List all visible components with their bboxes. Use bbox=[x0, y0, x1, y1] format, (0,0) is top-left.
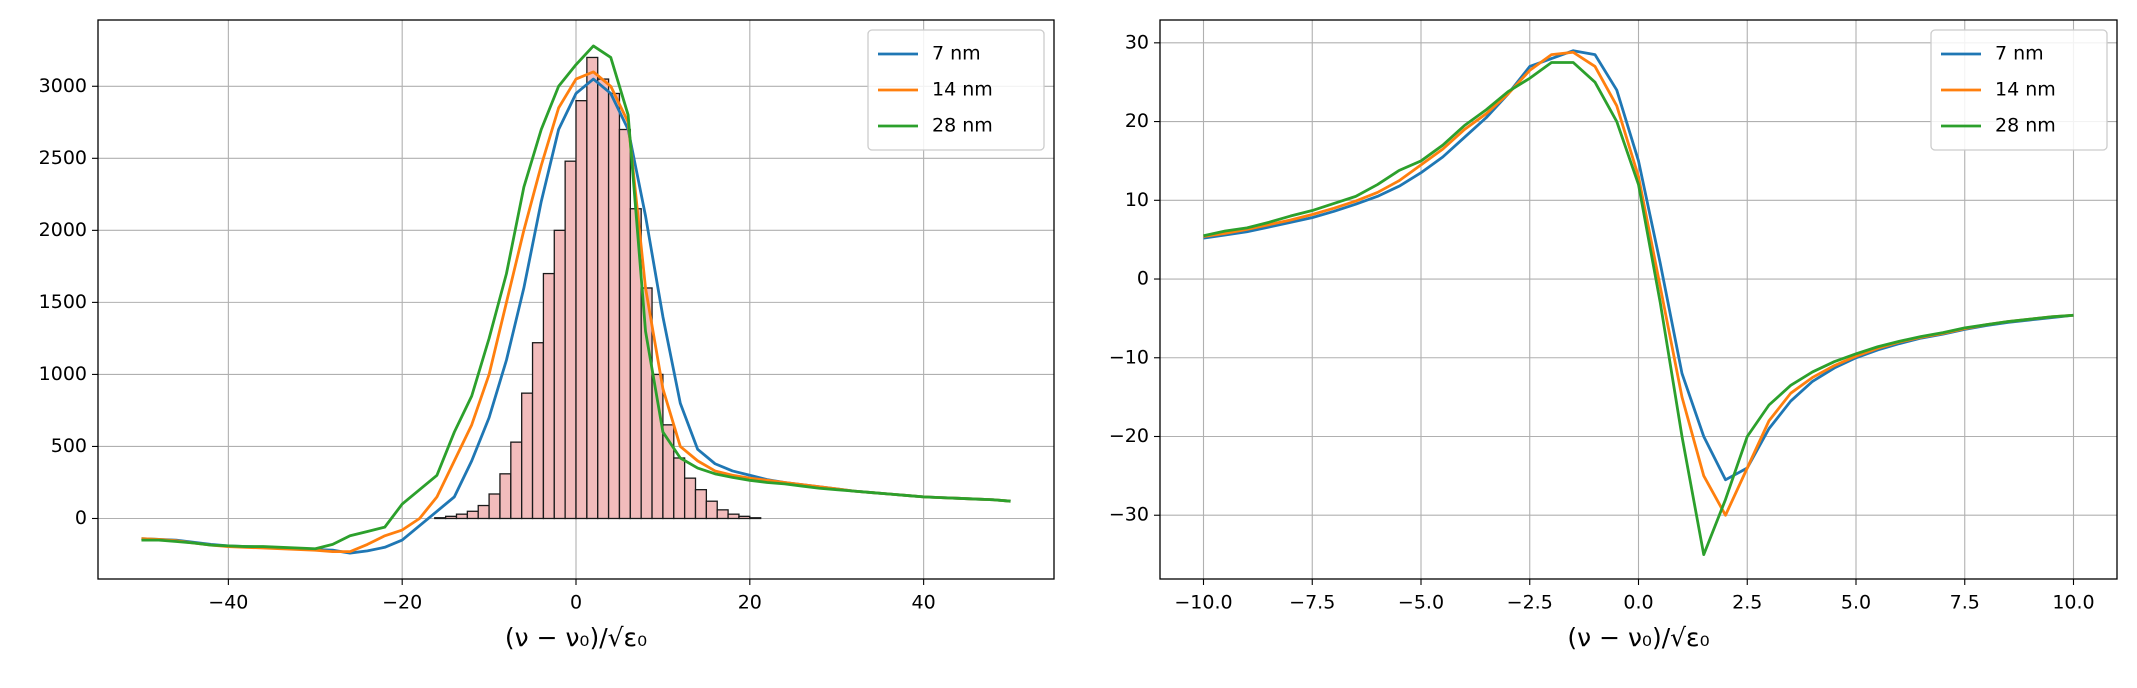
y-tick-label: −20 bbox=[1109, 425, 1149, 447]
histogram-bar bbox=[434, 517, 447, 520]
histogram-bar bbox=[597, 78, 610, 520]
x-tick-label: −5.0 bbox=[1398, 592, 1444, 614]
series-line bbox=[1203, 61, 2074, 556]
histogram-bar bbox=[553, 229, 566, 520]
y-tick-label: 10 bbox=[1125, 189, 1149, 211]
y-tick-label: 3000 bbox=[39, 75, 87, 97]
legend-box bbox=[1930, 29, 2108, 151]
x-tick-label: 40 bbox=[912, 592, 936, 614]
legend-label: 28 nm bbox=[1995, 115, 2056, 137]
x-axis-label: (ν − ν₀)/√ε₀ bbox=[505, 623, 647, 652]
legend-label: 14 nm bbox=[932, 79, 993, 101]
y-tick-label: −30 bbox=[1109, 504, 1149, 526]
y-tick-label: 2000 bbox=[39, 219, 87, 241]
histogram-bar bbox=[466, 510, 479, 520]
x-tick-label: 10.0 bbox=[2052, 592, 2094, 614]
y-tick-label: 1000 bbox=[39, 363, 87, 385]
histogram-bar bbox=[510, 441, 523, 520]
y-tick-label: 2500 bbox=[39, 147, 87, 169]
histogram-bar bbox=[477, 504, 490, 520]
histogram-bar bbox=[738, 515, 751, 520]
legend-label: 7 nm bbox=[932, 43, 981, 65]
legend-label: 28 nm bbox=[932, 115, 993, 137]
x-tick-label: −20 bbox=[382, 592, 422, 614]
x-tick-label: 7.5 bbox=[1950, 592, 1980, 614]
histogram-bar bbox=[683, 477, 697, 520]
y-tick-label: 0 bbox=[75, 507, 87, 529]
x-tick-label: 20 bbox=[738, 592, 762, 614]
legend-label: 14 nm bbox=[1995, 79, 2056, 101]
x-axis-label: (ν − ν₀)/√ε₀ bbox=[1567, 623, 1709, 652]
histogram-bar bbox=[531, 342, 545, 520]
histogram-bar bbox=[618, 128, 631, 520]
histogram-bar bbox=[749, 517, 762, 520]
axes-frame bbox=[1159, 19, 2118, 580]
axes-frame bbox=[97, 19, 1055, 580]
legend-box bbox=[867, 29, 1045, 151]
series-line bbox=[141, 44, 1011, 551]
histogram-bar bbox=[542, 272, 555, 520]
histogram-bar bbox=[575, 100, 588, 520]
legend-label: 7 nm bbox=[1995, 43, 2044, 65]
x-tick-label: −7.5 bbox=[1289, 592, 1335, 614]
histogram-bar bbox=[607, 92, 621, 520]
histogram-bar bbox=[727, 513, 740, 520]
histogram-bar bbox=[521, 392, 534, 520]
y-tick-label: 30 bbox=[1125, 31, 1149, 53]
x-tick-label: 2.5 bbox=[1732, 592, 1762, 614]
histogram-bar bbox=[564, 160, 577, 520]
histogram-bar bbox=[444, 515, 458, 520]
histogram-bar bbox=[705, 500, 718, 520]
histogram-bar bbox=[673, 457, 686, 520]
x-tick-label: 0 bbox=[570, 592, 582, 614]
histogram-bar bbox=[694, 489, 708, 520]
y-tick-label: 20 bbox=[1125, 110, 1149, 132]
histogram-bar bbox=[488, 493, 501, 520]
histogram-bar bbox=[455, 513, 469, 520]
y-tick-label: 0 bbox=[1137, 268, 1149, 290]
x-tick-label: 0.0 bbox=[1623, 592, 1653, 614]
y-tick-label: −10 bbox=[1109, 346, 1149, 368]
x-tick-label: 5.0 bbox=[1841, 592, 1871, 614]
histogram-bar bbox=[716, 509, 729, 520]
histogram-bar bbox=[499, 473, 512, 520]
x-tick-label: −2.5 bbox=[1507, 592, 1553, 614]
y-tick-label: 1500 bbox=[39, 291, 87, 313]
x-tick-label: −10.0 bbox=[1174, 592, 1232, 614]
x-tick-label: −40 bbox=[208, 592, 248, 614]
histogram-bar bbox=[586, 56, 599, 520]
y-tick-label: 500 bbox=[51, 435, 87, 457]
